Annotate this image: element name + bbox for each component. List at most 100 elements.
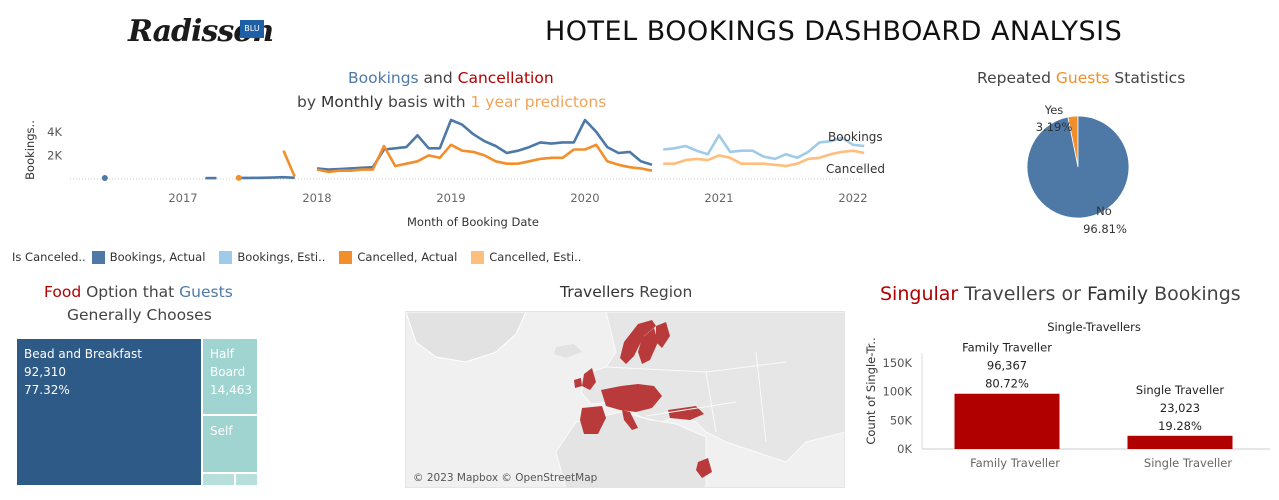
repeated-guests-pie-chart: Yes 3.19% No 96.81% (1026, 103, 1130, 236)
legend-label: Bookings, Esti.. (237, 250, 326, 264)
series-line[interactable] (282, 150, 296, 178)
bar-title-travellers-or: Travellers or (958, 283, 1087, 305)
travellers-region-map[interactable]: © 2023 Mapbox © OpenStreetMap (405, 311, 845, 488)
map-title-travellers: Travellers (560, 283, 635, 301)
subtitle-prediction: 1 year predictons (470, 93, 607, 111)
logo-badge: BLU (240, 20, 264, 38)
bar-category-annotation: Single Traveller (1136, 383, 1224, 397)
x-tick-label: 2017 (168, 191, 197, 205)
map-country-ireland (574, 378, 582, 388)
pie-chart-title: Repeated Guests Statistics (977, 69, 1185, 87)
treemap-cell-self[interactable]: Self (203, 416, 257, 472)
bar-chart-header: Single-Travellers (1047, 320, 1141, 334)
y-tick-label: 2K (47, 148, 62, 162)
series-point[interactable] (101, 175, 108, 182)
series-line[interactable] (316, 143, 653, 174)
treemap-cell-small-a[interactable] (203, 474, 234, 485)
map-country-finland (656, 322, 670, 348)
legend-item-bookings-estimate[interactable]: Bookings, Esti.. (219, 250, 325, 264)
line-chart-subtitle: by Monthly basis with 1 year predictons (297, 93, 606, 111)
y-axis-label: Bookings.. (23, 120, 37, 180)
x-tick-label: 2018 (302, 191, 331, 205)
map-land-greenland (406, 312, 527, 363)
map-country-turkey (668, 406, 704, 420)
bar-x-tick-label: Family Traveller (970, 456, 1060, 470)
legend-swatch (471, 250, 485, 264)
map-title-region: Region (634, 283, 693, 301)
title-bookings: Bookings (348, 69, 419, 87)
bookings-line-chart: 2K 4K Bookings.. 2017 2018 2019 2020 2021 2022 Mo… (23, 118, 885, 229)
treemap-cell-value: 14,463 (210, 383, 252, 397)
series-line[interactable] (663, 149, 865, 168)
bar-y-tick-label: 50K (890, 413, 913, 427)
pie-value-no: 96.81% (1083, 222, 1127, 236)
x-tick-label: 2020 (570, 191, 599, 205)
treemap-cell-bed-and-breakfast[interactable]: Bead and Breakfast 92,310 77.32% (17, 339, 201, 485)
bar-chart-title: Singular Travellers or Family Bookings (880, 283, 1241, 305)
legend-label: Cancelled, Actual (357, 250, 458, 264)
legend-label: Cancelled, Esti.. (489, 250, 582, 264)
bar-single-traveller[interactable] (1127, 435, 1233, 449)
map-canvas (406, 312, 844, 487)
legend-item-cancelled-estimate[interactable]: Cancelled, Esti.. (471, 250, 581, 264)
bar-family-traveller[interactable] (954, 393, 1060, 449)
subtitle-monthly: Monthly (320, 93, 384, 111)
treemap-title: Food Option that Guests (44, 283, 233, 301)
legend-title: Is Canceled.. (12, 250, 86, 264)
bar-title-bookings: Bookings (1148, 283, 1241, 305)
series-line[interactable] (316, 118, 653, 171)
map-country-angola-region (696, 458, 712, 478)
treemap-cell-value: 92,310 (24, 365, 66, 379)
series-line[interactable] (663, 133, 865, 161)
treemap-subtitle: Generally Chooses (67, 306, 212, 324)
treemap-cell-half-board[interactable]: Half Board 14,463 (203, 339, 257, 414)
map-country-italy (622, 410, 638, 430)
pie-title-repeated: Repeated (977, 69, 1056, 87)
treemap-title-guests: Guests (179, 283, 233, 301)
treemap-cell-pct: 77.32% (24, 383, 70, 397)
pie-slice-no[interactable] (1026, 115, 1130, 219)
map-title: Travellers Region (560, 283, 692, 301)
legend-swatch (91, 250, 105, 264)
end-label-bookings: Bookings (828, 130, 883, 144)
subtitle-basis: basis with (383, 93, 471, 111)
pie-label-no: No (1096, 204, 1112, 218)
treemap-cell-label: Half Board (210, 347, 246, 379)
legend-label: Bookings, Actual (109, 250, 206, 264)
bar-y-tick-label: 150K (883, 356, 913, 370)
bar-y-tick-label: 0K (897, 442, 912, 456)
map-land-uk (582, 368, 596, 390)
bar-category-annotation: Family Traveller (962, 341, 1052, 355)
title-and: and (418, 69, 458, 87)
series-line[interactable] (238, 175, 295, 180)
travellers-bar-chart: Single-Travellers Count of Single-Tr.. 0K 5… (864, 320, 1270, 470)
x-tick-label: 2022 (838, 191, 867, 205)
treemap-cell-small-b[interactable] (236, 474, 257, 485)
bar-pct-label: 19.28% (1158, 419, 1202, 433)
bar-y-tick-label: 100K (883, 385, 913, 399)
bar-pct-label: 80.72% (985, 377, 1029, 391)
bar-title-singular: Singular (880, 283, 959, 305)
subtitle-by: by (297, 93, 321, 111)
pie-title-guests: Guests (1055, 69, 1110, 87)
map-borders (605, 351, 787, 443)
x-tick-label: 2019 (436, 191, 465, 205)
end-label-cancelled: Cancelled (826, 162, 885, 176)
dashboard-title: HOTEL BOOKINGS DASHBOARD ANALYSIS (545, 16, 1123, 47)
map-country-central-europe (601, 384, 662, 412)
legend-swatch (219, 250, 233, 264)
treemap-title-option: Option that (81, 283, 180, 301)
radisson-blu-logo: Radisson BLU (128, 10, 274, 58)
line-chart-legend: Is Canceled.. Bookings, Actual Bookings,… (12, 250, 589, 264)
x-tick-label: 2021 (704, 191, 733, 205)
series-point[interactable] (235, 174, 242, 181)
treemap-cell-label: Bead and Breakfast (24, 347, 142, 361)
map-attribution[interactable]: © 2023 Mapbox © OpenStreetMap (413, 472, 598, 484)
pie-value-yes: 3.19% (1036, 120, 1073, 134)
pie-label-yes: Yes (1044, 103, 1064, 117)
legend-item-bookings-actual[interactable]: Bookings, Actual (91, 250, 206, 264)
legend-item-cancelled-actual[interactable]: Cancelled, Actual (339, 250, 457, 264)
treemap-title-food: Food (44, 283, 82, 301)
legend-swatch (339, 250, 353, 264)
line-chart-title: Bookings and Cancellation (348, 69, 554, 87)
